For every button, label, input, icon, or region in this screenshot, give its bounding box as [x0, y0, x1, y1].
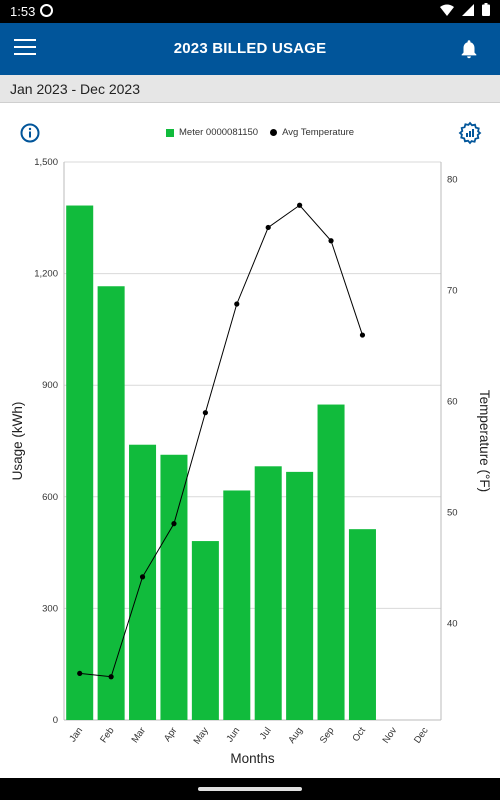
temperature-point-jul [265, 224, 271, 231]
temperature-point-feb [108, 674, 114, 680]
x-tick-label: May [192, 725, 211, 746]
bar-jan [66, 205, 94, 721]
notification-circle-icon [40, 4, 53, 17]
temperature-point-aug [297, 202, 303, 208]
temperature-point-jun [234, 301, 240, 307]
temperature-point-jan [77, 670, 83, 677]
legend-bar-swatch [166, 128, 174, 137]
y-tick-label: 300 [42, 603, 58, 614]
temperature-line [79, 204, 363, 678]
x-tick-label: Mar [130, 725, 148, 745]
y-tick-label: 0 [53, 715, 58, 726]
y2-axis-title: Temperature (°F) [477, 390, 492, 492]
temperature-point-sep [328, 238, 334, 244]
page-title: 2023 BILLED USAGE [173, 40, 327, 57]
x-tick-label: Sep [318, 725, 337, 745]
bar-apr [160, 454, 188, 720]
battery-icon [482, 3, 490, 16]
y-tick-label: 1,500 [34, 157, 58, 168]
y2-tick-label: 60 [447, 397, 458, 408]
x-tick-label: Oct [350, 725, 368, 744]
app-bar: 2023 BILLED USAGE [0, 23, 500, 75]
x-axis-title: Months [230, 751, 275, 766]
y2-tick-label: 40 [447, 618, 458, 629]
bar-may [191, 541, 219, 720]
navigation-bar [0, 778, 500, 800]
legend-line-label: Avg Temperature [282, 127, 355, 138]
temperature-point-mar [139, 574, 146, 580]
y2-tick-label: 50 [447, 508, 458, 519]
bar-jun [223, 490, 251, 720]
legend-line-marker [270, 129, 278, 136]
x-tick-label: Apr [162, 725, 179, 743]
temperature-point-apr [171, 521, 177, 527]
x-tick-label: Jun [224, 725, 242, 744]
temperature-point-may [202, 410, 208, 416]
y2-tick-label: 70 [447, 286, 458, 297]
home-gesture-handle[interactable] [198, 787, 302, 791]
hamburger-menu-icon[interactable] [14, 39, 36, 57]
signal-icon [462, 3, 474, 16]
x-tick-label: Jan [67, 725, 85, 744]
legend-bar-label: Meter 0000081150 [179, 127, 259, 138]
status-time: 1:53 [10, 4, 36, 19]
usage-chart: 0 300 600 900 1,200 1,500 40 50 60 70 80 Jan Feb Mar A… [10, 157, 492, 766]
system-icons [440, 3, 490, 16]
chart-legend: Meter 0000081150 Avg Temperature [166, 127, 354, 138]
date-range-label: Jan 2023 - Dec 2023 [10, 81, 140, 97]
temperature-point-oct [359, 332, 366, 338]
x-tick-label: Aug [286, 725, 305, 745]
x-tick-label: Nov [381, 725, 400, 745]
date-range-bar: Jan 2023 - Dec 2023 [0, 75, 500, 103]
x-tick-label: Feb [98, 725, 116, 745]
bar-mar [129, 444, 157, 720]
chart-settings-icon[interactable] [458, 121, 482, 145]
bar-sep [317, 404, 345, 720]
y-axis-title: Usage (kWh) [10, 402, 25, 481]
x-tick-label: Jul [258, 725, 274, 741]
y2-tick-label: 80 [447, 175, 458, 186]
bar-feb [97, 286, 125, 720]
bar-aug [286, 471, 314, 720]
wifi-icon [440, 4, 454, 16]
bar-jul [254, 466, 282, 720]
bar-oct [348, 529, 376, 720]
x-tick-label: Dec [412, 725, 431, 745]
bell-icon[interactable] [458, 37, 480, 61]
status-bar: 1:53 [0, 0, 500, 23]
y-tick-label: 1,200 [34, 269, 58, 280]
y-tick-label: 600 [42, 492, 58, 503]
info-icon[interactable] [20, 123, 40, 143]
y-tick-label: 900 [42, 380, 58, 391]
